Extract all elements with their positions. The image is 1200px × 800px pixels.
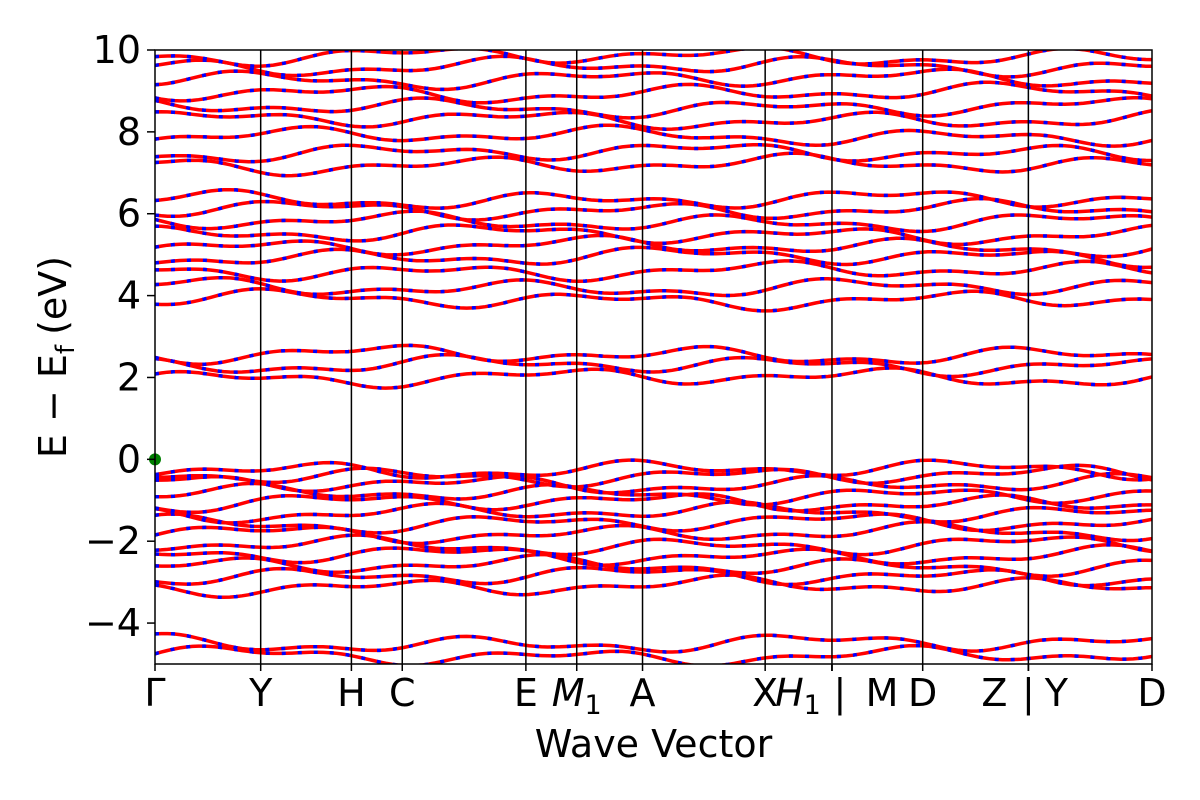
y-tick-label-1: −2 [85,519,141,563]
x-tick-label-1: Y [248,671,273,715]
y-tick-label-5: 6 [117,192,141,236]
x-tick-label-8: H1 [775,671,821,721]
y-tick-label-4: 4 [117,274,141,318]
band-up-6 [155,533,1152,557]
band-up-1 [155,631,1152,654]
band-up-21 [155,245,1152,270]
y-tick-label-3: 2 [117,355,141,399]
x-tick-label-12: Z [981,671,1007,715]
y-axis-label-unit: (eV) [31,256,75,335]
band-up-18 [155,287,1152,313]
x-tick-label-2: H [337,671,366,715]
y-axis-label-sub: f [51,344,81,354]
band-up-16 [155,352,1152,379]
x-axis-label: Wave Vector [535,722,773,766]
y-axis-label-main: E − E [31,354,75,458]
band-up-10 [155,492,1152,515]
band-up-2 [155,573,1152,600]
x-tick-label-9: | [834,671,847,716]
band-lines [155,50,1152,664]
x-tick-label-7: X [752,671,778,715]
y-tick-label-0: −4 [85,601,141,645]
band-up-26 [155,187,1152,210]
band-up-14 [155,458,1152,482]
kpoint-separators [259,50,1030,664]
band-up-32 [155,80,1152,105]
band-up-35 [155,50,1152,68]
x-tick-label-3: C [389,671,416,715]
band-up-9 [155,499,1152,525]
band-up-20 [155,259,1152,283]
band-up-30 [155,108,1152,131]
x-tick-label-6: A [630,671,656,715]
band-up-34 [155,54,1152,79]
band-up-22 [155,233,1152,259]
band-up-19 [155,275,1152,298]
x-tick-label-4: E [514,671,538,715]
y-axis-ticks: −4 −2 0 2 4 6 8 10 [85,28,155,645]
band-up-29 [155,123,1152,148]
band-up-24 [155,209,1152,234]
band-up-12 [155,471,1152,495]
band-up-27 [155,151,1152,178]
x-tick-label-0: Γ [144,671,165,715]
y-tick-label-6: 8 [117,110,141,154]
band-up-13 [155,463,1152,489]
band-up-31 [155,95,1152,120]
x-tick-label-13: | [1022,671,1035,716]
y-tick-label-2: 0 [117,437,141,481]
band-up-8 [155,512,1152,535]
x-axis-ticks: Γ Y H C E M1 A XH1 | M D Z | Y D [144,664,1167,721]
x-tick-label-5: M1 [552,671,602,721]
band-up-11 [155,481,1152,507]
x-tick-label-11: D [908,671,937,715]
band-up-4 [155,552,1152,578]
y-axis-label: E − Ef (eV) [31,256,81,458]
band-up-15 [155,366,1152,390]
band-up-0 [155,643,1152,664]
band-up-33 [155,67,1152,92]
band-up-5 [155,543,1152,567]
x-tick-label-14: Y [1044,671,1069,715]
x-tick-label-10: M [866,671,899,715]
band-up-17 [155,343,1152,367]
band-up-3 [155,565,1152,588]
plot-frame [154,49,1153,665]
x-tick-label-15: D [1137,671,1166,715]
band-up-23 [155,223,1152,247]
band-up-28 [155,142,1152,164]
y-tick-label-7: 10 [93,28,141,72]
